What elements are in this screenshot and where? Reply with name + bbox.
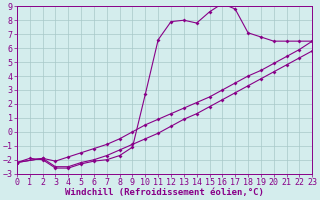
X-axis label: Windchill (Refroidissement éolien,°C): Windchill (Refroidissement éolien,°C) [65, 188, 264, 197]
